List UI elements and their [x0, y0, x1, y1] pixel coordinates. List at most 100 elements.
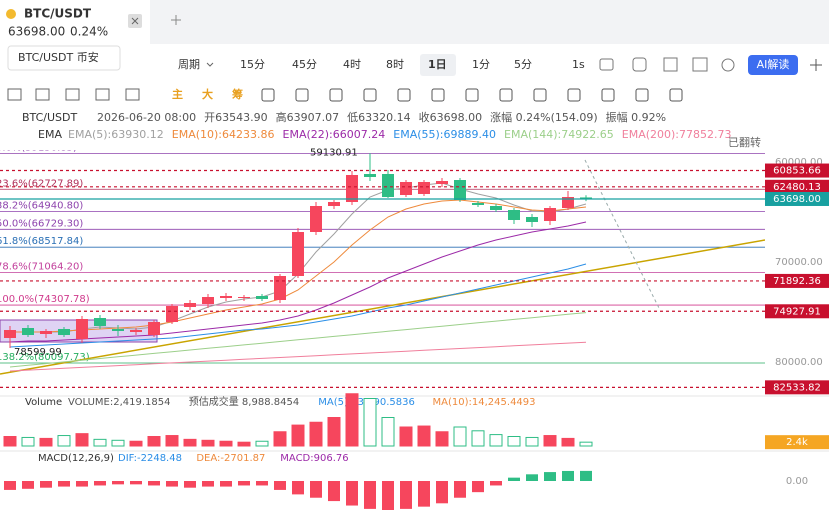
candle-body	[364, 174, 376, 177]
macd-bar	[526, 474, 538, 481]
ema-line	[9, 312, 587, 368]
macd-bar	[382, 481, 394, 510]
macd-bar	[238, 481, 250, 486]
tool-icon[interactable]	[635, 88, 649, 102]
macd-bar	[580, 470, 592, 481]
macd-bar	[508, 477, 520, 481]
macd-bar	[454, 481, 466, 498]
candle-body	[346, 175, 358, 202]
interval[interactable]: 8时	[386, 58, 404, 71]
icon[interactable]	[663, 57, 678, 72]
legend-entry: EMA(200):77852.73	[622, 128, 732, 141]
macd-bar	[220, 481, 232, 487]
tool-icon[interactable]	[95, 88, 110, 101]
info-field: 高63907.07	[276, 110, 340, 124]
interval[interactable]: 15分	[240, 58, 265, 71]
panel-title: MACD(12,26,9)	[38, 453, 114, 464]
tool-icon[interactable]	[329, 88, 343, 102]
price-tag-label: 71892.36	[773, 276, 821, 287]
candle-body	[328, 202, 340, 206]
price-tag-label: 82533.82	[773, 382, 821, 393]
tool-icon[interactable]	[499, 88, 513, 102]
legend-entry: EMA(144):74922.65	[504, 128, 614, 141]
volume-bar	[561, 437, 575, 447]
tool-icon[interactable]	[465, 88, 479, 102]
volume-bar	[165, 435, 179, 447]
volume-bar	[543, 435, 557, 447]
tooltip	[7, 45, 121, 71]
candle-body	[508, 210, 520, 220]
price-panel: 0.0%(59150.85) 23.6%(62727.89) 38.2%(64940…	[0, 143, 765, 375]
volume-bar	[147, 436, 161, 447]
macd-bar	[202, 481, 214, 487]
tool-icon[interactable]	[601, 88, 615, 102]
tool[interactable]: 筹	[232, 87, 243, 101]
macd-panel: MACD(12,26,9) DIF:-2248.48 DEA:-2701.87 MAC…	[4, 453, 808, 510]
period[interactable]: 周期	[178, 58, 200, 71]
tool-icon[interactable]	[65, 88, 80, 101]
ai-button[interactable]	[748, 55, 798, 75]
interval[interactable]: 45分	[292, 58, 317, 71]
camera-icon[interactable]	[599, 58, 614, 71]
ema-line	[9, 263, 587, 348]
tool-icon[interactable]	[669, 88, 683, 102]
tool-icon[interactable]	[7, 88, 22, 101]
volume-bar	[201, 439, 215, 447]
new-tab[interactable]	[171, 15, 181, 25]
intervals: 15分 45分 4时 8时 1日 1分 5分	[240, 54, 532, 76]
macd-bar	[418, 481, 430, 507]
fib-label: 38.2%(64940.80)	[0, 200, 83, 211]
interval[interactable]: 5分	[514, 58, 532, 71]
macd-bar	[292, 481, 304, 495]
add-icon[interactable]	[810, 59, 822, 71]
volume-bar	[453, 426, 467, 447]
tool-icon[interactable]	[125, 88, 140, 101]
y-tick-label: 70000.00	[775, 257, 823, 268]
coin-icon	[6, 9, 16, 19]
trend-line	[584, 159, 661, 311]
tool-icon[interactable]	[35, 88, 50, 101]
tool-icon[interactable]	[567, 88, 581, 102]
fib-label: 0.0%(59150.85)	[0, 143, 77, 154]
macd-bar	[274, 481, 286, 490]
volume-bar	[381, 417, 395, 447]
tool[interactable]: 主	[172, 87, 183, 101]
candle-body	[418, 182, 430, 194]
icon[interactable]	[632, 57, 647, 72]
volume-bar	[183, 438, 197, 447]
candle-body	[580, 197, 592, 199]
tool-icon[interactable]	[431, 88, 445, 102]
close-icon	[131, 17, 139, 25]
interval[interactable]: 1分	[472, 58, 490, 71]
interval[interactable]: 4时	[343, 58, 361, 71]
candle-body	[490, 206, 502, 210]
macd-bar	[22, 481, 34, 489]
tab[interactable]	[0, 0, 150, 44]
fib-label: 100.0%(74307.78)	[0, 294, 90, 305]
icon[interactable]	[692, 57, 708, 72]
seconds[interactable]: 1s	[572, 58, 585, 71]
tool[interactable]: 大	[202, 87, 213, 101]
settings-icon[interactable]	[721, 58, 735, 72]
interval[interactable]: 1日	[428, 58, 447, 71]
candle-body	[544, 208, 556, 221]
volume-bar	[273, 431, 287, 447]
volume-bar	[579, 441, 593, 447]
legend-entry: MA(10):14,245.4493	[433, 397, 536, 408]
tool-icon[interactable]	[295, 88, 309, 102]
tool-icon[interactable]	[533, 88, 547, 102]
tooltip-text: BTC/USDT 币安	[18, 50, 99, 64]
candle-body	[526, 217, 538, 222]
volume-bar	[3, 436, 17, 447]
volume-bar	[39, 437, 53, 447]
volume-bar	[93, 438, 107, 447]
price-tag-label: 74927.91	[773, 306, 821, 317]
ema-line	[9, 341, 587, 372]
tool-icon[interactable]	[261, 88, 275, 102]
price-tag	[765, 191, 829, 206]
candle-body	[148, 322, 160, 335]
tool-icon[interactable]	[397, 88, 411, 102]
candle-body	[562, 197, 574, 208]
tab-symbol: BTC/USDT	[24, 7, 92, 21]
tool-icon[interactable]	[363, 88, 377, 102]
